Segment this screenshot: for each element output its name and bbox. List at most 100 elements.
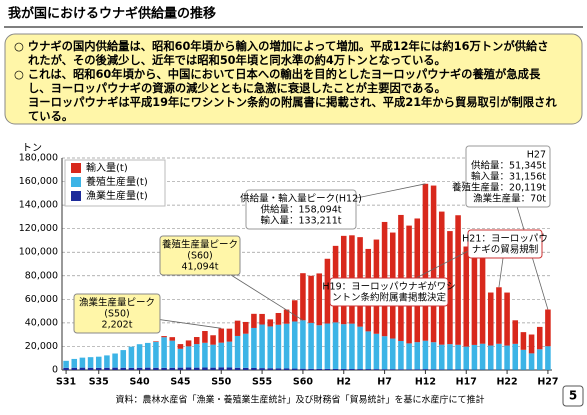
bar-segment — [406, 369, 412, 370]
bar-segment — [488, 346, 494, 370]
bar-segment — [112, 354, 118, 368]
bar-segment — [104, 368, 110, 370]
bar-segment — [267, 319, 273, 326]
bar-segment — [463, 247, 469, 347]
y-tick-label: 20,000 — [25, 341, 58, 352]
bar-segment — [210, 345, 216, 368]
annotation-text: 漁業生産量ピーク — [79, 297, 155, 309]
bar-segment — [178, 368, 184, 370]
annotation-text: 2,202t — [102, 320, 133, 331]
bar-segment — [431, 186, 437, 343]
bar-segment — [129, 368, 135, 370]
bar-segment — [488, 293, 494, 346]
bar-segment — [537, 327, 543, 349]
source: 資料：農林水産省「漁業・養殖業生産統計」及び財務省「貿易統計」を基に水産庁にて推… — [115, 394, 484, 406]
bar-segment — [349, 324, 355, 369]
info-line: し、ヨーロッパウナギの資源の減少とともに急激に衰退したことが主要因である。 — [28, 81, 446, 95]
annotation-text: 41,094t — [182, 262, 219, 273]
bar-segment — [145, 343, 151, 368]
bar-segment — [545, 346, 551, 370]
bar-segment — [431, 369, 437, 370]
info-line: ○ ウナギの国内供給量は、昭和60年頃から輸入の増加によって増加。平成12年には… — [14, 39, 549, 53]
annotation-text: H21：ヨーロッパウ — [462, 234, 548, 245]
y-tick-label: 80,000 — [25, 270, 58, 281]
bar-segment — [210, 368, 216, 370]
bar-segment — [414, 369, 420, 370]
y-tick-label: 160,000 — [19, 176, 58, 187]
bar-segment — [398, 341, 404, 369]
bar-segment — [398, 369, 404, 370]
bar-segment — [63, 368, 69, 370]
x-tick-label: S50 — [211, 377, 231, 388]
bar-segment — [414, 342, 420, 369]
bar-segment — [276, 313, 282, 325]
bar-segment — [96, 357, 102, 368]
bar-segment — [218, 367, 224, 370]
annotation-text: H19：ヨーロッパウナギがワシ — [322, 281, 455, 293]
bar-segment — [308, 276, 314, 323]
x-tick-label: H12 — [415, 377, 436, 388]
bar-segment — [512, 344, 518, 370]
bar-segment — [104, 355, 110, 367]
bar-segment — [169, 337, 175, 341]
bar-segment — [382, 369, 388, 370]
bar-segment — [439, 345, 445, 370]
bar-segment — [227, 329, 233, 342]
y-tick-label: 100,000 — [19, 247, 58, 258]
bar-segment — [243, 334, 249, 368]
bar-segment — [480, 244, 486, 344]
bar-segment — [316, 325, 322, 369]
legend-swatch — [71, 163, 81, 173]
bar-segment — [243, 322, 249, 334]
y-tick-label: 140,000 — [19, 200, 58, 211]
annotation-text: H27 — [527, 150, 546, 161]
x-tick-label: S35 — [89, 377, 109, 388]
bar-segment — [243, 368, 249, 370]
bar-segment — [194, 344, 200, 368]
bar-segment — [71, 359, 77, 368]
bar-segment — [112, 368, 118, 370]
bar-segment — [365, 369, 371, 370]
bar-segment — [300, 369, 306, 370]
bar-segment — [447, 369, 453, 370]
bar-segment — [496, 344, 502, 370]
annotation-text: (S60) — [187, 251, 213, 262]
bar-segment — [169, 341, 175, 368]
bar-segment — [161, 336, 167, 337]
bar-segment — [365, 331, 371, 369]
bar-segment — [259, 314, 265, 325]
bar-segment — [202, 331, 208, 343]
bar-segment — [251, 328, 257, 368]
legend-label: 養殖生産量(t) — [86, 175, 148, 188]
bar-segment — [529, 353, 535, 369]
bar-segment — [129, 347, 135, 368]
bar-segment — [521, 332, 527, 350]
bar-segment — [349, 369, 355, 370]
bar-segment — [521, 350, 527, 370]
y-tick-label: 120,000 — [19, 223, 58, 234]
bar-segment — [341, 369, 347, 370]
x-tick-label: H17 — [456, 377, 477, 388]
bar-segment — [186, 346, 192, 367]
bar-segment — [439, 369, 445, 370]
annotation-text: ナギの貿易規制 — [472, 244, 539, 256]
bar-segment — [512, 320, 518, 344]
bar-segment — [529, 335, 535, 354]
bar-segment — [316, 273, 322, 325]
y-tick-label: 40,000 — [25, 317, 58, 328]
y-tick-label: 60,000 — [25, 294, 58, 305]
bar-segment — [455, 345, 461, 370]
bar-segment — [137, 368, 143, 370]
bar-segment — [161, 337, 167, 368]
legend-label: 輸入量(t) — [86, 161, 128, 174]
bar-segment — [120, 368, 126, 370]
bar-segment — [194, 337, 200, 344]
bar-segment — [153, 341, 159, 342]
bar-segment — [406, 343, 412, 369]
bar-segment — [120, 350, 126, 368]
bar-segment — [472, 345, 478, 370]
bar-segment — [202, 368, 208, 370]
bar-segment — [80, 358, 86, 368]
bar-segment — [276, 368, 282, 370]
bar-segment — [88, 368, 94, 370]
